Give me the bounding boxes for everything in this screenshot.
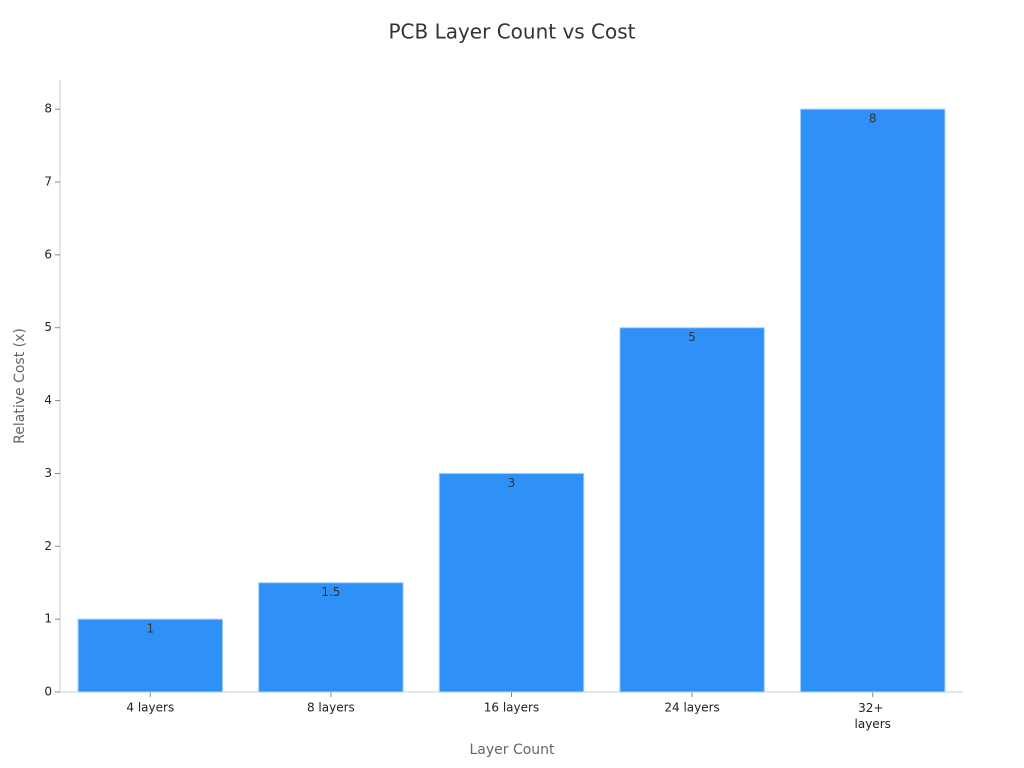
- x-tick-label: 24 layers: [664, 701, 719, 715]
- value-label: 1.5: [321, 585, 340, 599]
- value-label: 1: [146, 622, 154, 636]
- x-tick-label: 8 layers: [307, 701, 355, 715]
- y-tick-label: 7: [44, 175, 52, 189]
- y-tick-label: 2: [44, 539, 52, 553]
- chart-title: PCB Layer Count vs Cost: [388, 20, 635, 44]
- x-tick-label: 4 layers: [126, 701, 174, 715]
- value-label: 3: [508, 476, 516, 490]
- bar: [438, 472, 585, 693]
- value-label: 5: [688, 330, 696, 344]
- y-tick-label: 5: [44, 320, 52, 334]
- value-label: 8: [869, 112, 877, 126]
- x-axis-title: Layer Count: [469, 742, 555, 758]
- bar: [258, 582, 404, 693]
- y-tick-label: 6: [44, 247, 52, 261]
- y-tick-label: 1: [44, 612, 52, 626]
- x-tick-label: 32+ layers: [855, 701, 891, 731]
- y-axis-title: Relative Cost (x): [12, 328, 28, 444]
- bar: [619, 327, 765, 693]
- bar: [799, 108, 946, 693]
- bar: [77, 618, 224, 693]
- x-tick-label: 16 layers: [484, 701, 539, 715]
- y-tick-label: 8: [44, 102, 52, 116]
- y-tick-label: 0: [44, 685, 52, 699]
- y-tick-label: 3: [44, 466, 52, 480]
- y-tick-label: 4: [44, 393, 52, 407]
